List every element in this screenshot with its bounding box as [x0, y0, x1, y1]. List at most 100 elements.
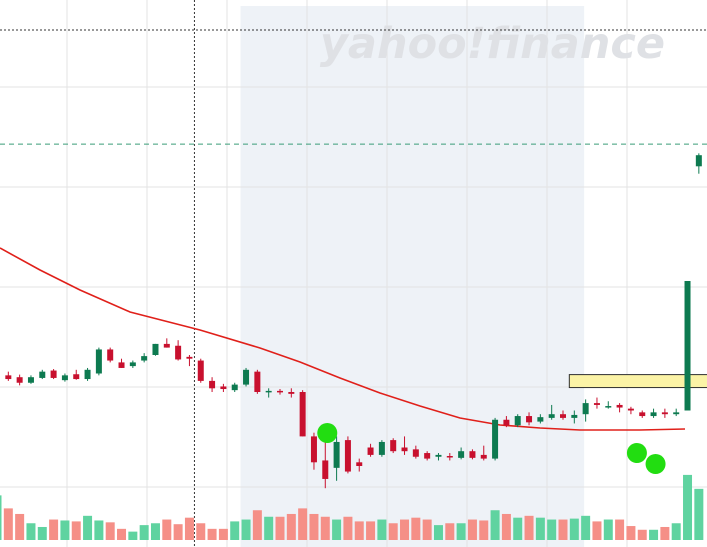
- volume-bar: [196, 523, 206, 540]
- candle: [254, 369, 261, 394]
- volume-bar: [15, 513, 25, 540]
- volume-bar: [162, 519, 172, 540]
- volume-bar: [592, 521, 602, 540]
- candle-body: [548, 414, 555, 418]
- candle: [344, 436, 351, 474]
- candle-body: [141, 356, 148, 361]
- candle: [333, 436, 340, 481]
- volume-bar: [3, 508, 13, 540]
- volume-bar: [286, 513, 296, 540]
- candle: [39, 369, 46, 380]
- candle: [695, 153, 702, 174]
- candle-body: [16, 377, 23, 383]
- volume-bar: [513, 517, 523, 540]
- candle-body: [650, 412, 657, 417]
- candle: [367, 443, 374, 457]
- candle-body: [469, 451, 476, 458]
- candle: [390, 438, 397, 454]
- candle-body: [390, 440, 397, 452]
- volume-bar: [94, 520, 104, 540]
- candle: [118, 358, 125, 368]
- volume-bar: [479, 520, 489, 540]
- candle-body: [673, 412, 680, 415]
- shaded-period: [240, 6, 585, 547]
- volume-bar: [366, 521, 376, 540]
- volume-bar: [105, 522, 115, 540]
- candle-body: [73, 374, 80, 380]
- candle: [163, 338, 170, 348]
- volume-bar: [0, 495, 2, 540]
- candle-body: [514, 416, 521, 426]
- candle-body: [299, 392, 306, 437]
- candle-body: [277, 390, 283, 393]
- volume-bar: [501, 513, 511, 540]
- candle-body: [401, 447, 408, 452]
- candle: [95, 347, 102, 376]
- candle-body: [152, 343, 159, 355]
- highlight-zone: [568, 374, 707, 389]
- volume-bar: [218, 528, 228, 540]
- signal-marker: [317, 423, 338, 443]
- candle: [265, 388, 272, 398]
- candle-body: [84, 369, 91, 380]
- volume-bar: [128, 531, 138, 540]
- candle: [661, 408, 668, 418]
- volume-bar: [377, 519, 387, 540]
- volume-bar: [264, 516, 274, 540]
- candle: [73, 369, 80, 380]
- candle: [616, 403, 623, 413]
- volume-bar: [445, 523, 455, 540]
- volume-bar: [139, 525, 149, 540]
- volume-bar: [71, 521, 81, 540]
- candle-body: [243, 369, 250, 385]
- candle: [152, 343, 159, 356]
- volume-bar: [547, 519, 557, 540]
- candle-body: [560, 414, 566, 418]
- candle-body: [310, 436, 317, 463]
- candle: [299, 390, 306, 437]
- candle: [514, 414, 521, 428]
- signal-marker: [645, 454, 666, 474]
- volume-bar: [184, 517, 194, 540]
- candle-body: [435, 454, 442, 457]
- candle: [469, 449, 476, 460]
- volume-bar: [637, 529, 647, 540]
- candle-body: [616, 404, 623, 408]
- candle: [458, 447, 465, 460]
- candle-body: [367, 447, 374, 455]
- candle: [197, 358, 204, 383]
- candle-body: [458, 451, 465, 458]
- candle-body: [288, 392, 295, 394]
- volume-bar: [535, 517, 545, 540]
- volume-bar: [581, 515, 591, 540]
- candle-body: [684, 281, 691, 411]
- candle: [129, 360, 136, 368]
- candle: [401, 436, 408, 455]
- candle-body: [378, 441, 385, 455]
- volume-bar: [37, 526, 47, 540]
- moving-average-line: [0, 247, 686, 431]
- candle-body: [344, 440, 351, 472]
- volume-bar: [275, 516, 285, 540]
- volume-bar: [60, 520, 70, 540]
- candle-body: [39, 371, 46, 378]
- volume-bar: [626, 526, 636, 540]
- volume-bar: [388, 523, 398, 540]
- candle: [50, 369, 57, 380]
- candle: [356, 458, 363, 472]
- candle: [61, 373, 68, 382]
- candle: [548, 404, 555, 420]
- volume-bar: [241, 519, 251, 540]
- volume-bar: [298, 508, 308, 540]
- candle-body: [175, 345, 182, 360]
- volume-bar: [660, 526, 670, 540]
- candle-body: [50, 370, 57, 378]
- candle: [243, 367, 250, 387]
- volume-bar: [230, 521, 240, 540]
- candle: [209, 377, 216, 392]
- candle-body: [492, 419, 499, 459]
- candle: [582, 399, 589, 422]
- candle-body: [5, 375, 12, 380]
- candle: [492, 417, 499, 461]
